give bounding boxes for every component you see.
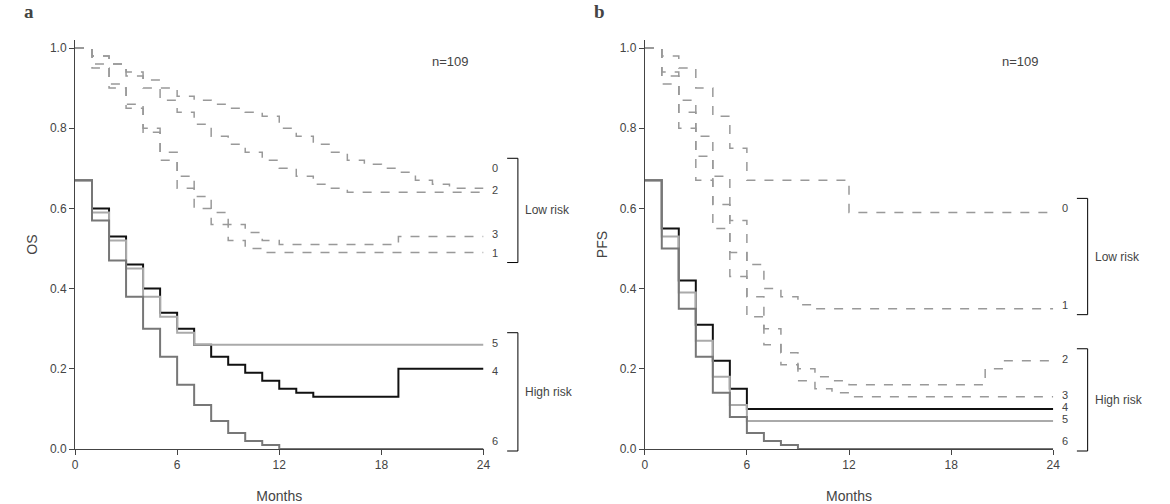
svg-text:1: 1 (1062, 299, 1068, 311)
svg-text:0.4: 0.4 (620, 282, 637, 296)
svg-text:12: 12 (273, 458, 287, 472)
svg-text:0.4: 0.4 (50, 282, 67, 296)
svg-text:1: 1 (492, 247, 498, 259)
svg-text:a: a (24, 1, 34, 22)
svg-text:0: 0 (641, 458, 648, 472)
svg-text:2: 2 (492, 184, 498, 196)
svg-text:12: 12 (842, 458, 856, 472)
svg-text:6: 6 (1062, 435, 1068, 447)
svg-text:0.2: 0.2 (620, 362, 637, 376)
svg-text:2: 2 (1062, 353, 1068, 365)
svg-text:OS: OS (24, 234, 40, 254)
svg-text:24: 24 (477, 458, 491, 472)
svg-text:0.0: 0.0 (50, 442, 67, 456)
svg-text:6: 6 (492, 435, 498, 447)
svg-text:3: 3 (1062, 389, 1068, 401)
svg-text:0.6: 0.6 (50, 202, 67, 216)
svg-text:n=109: n=109 (432, 54, 469, 69)
svg-text:PFS: PFS (594, 231, 610, 258)
svg-text:18: 18 (375, 458, 389, 472)
svg-text:0: 0 (1062, 202, 1068, 214)
svg-text:4: 4 (492, 365, 498, 377)
svg-text:b: b (594, 1, 605, 22)
svg-text:1.0: 1.0 (620, 41, 637, 55)
svg-text:High risk: High risk (1095, 393, 1143, 407)
svg-text:3: 3 (492, 228, 498, 240)
svg-text:0.8: 0.8 (620, 121, 637, 135)
svg-text:5: 5 (492, 337, 498, 349)
svg-text:0.6: 0.6 (620, 202, 637, 216)
svg-text:0.0: 0.0 (620, 442, 637, 456)
svg-text:1.0: 1.0 (50, 41, 67, 55)
svg-text:4: 4 (1062, 401, 1068, 413)
svg-text:6: 6 (174, 458, 181, 472)
svg-text:0: 0 (72, 458, 79, 472)
svg-text:18: 18 (944, 458, 958, 472)
svg-text:Low risk: Low risk (1095, 250, 1140, 264)
svg-text:24: 24 (1047, 458, 1061, 472)
svg-text:High risk: High risk (525, 385, 573, 399)
svg-text:Low risk: Low risk (525, 203, 570, 217)
svg-text:n=109: n=109 (1002, 54, 1039, 69)
svg-text:6: 6 (744, 458, 751, 472)
svg-text:5: 5 (1062, 413, 1068, 425)
svg-text:Months: Months (256, 488, 302, 504)
svg-text:Months: Months (826, 488, 872, 504)
svg-text:0.2: 0.2 (50, 362, 67, 376)
svg-text:0: 0 (492, 162, 498, 174)
svg-text:0.8: 0.8 (50, 121, 67, 135)
